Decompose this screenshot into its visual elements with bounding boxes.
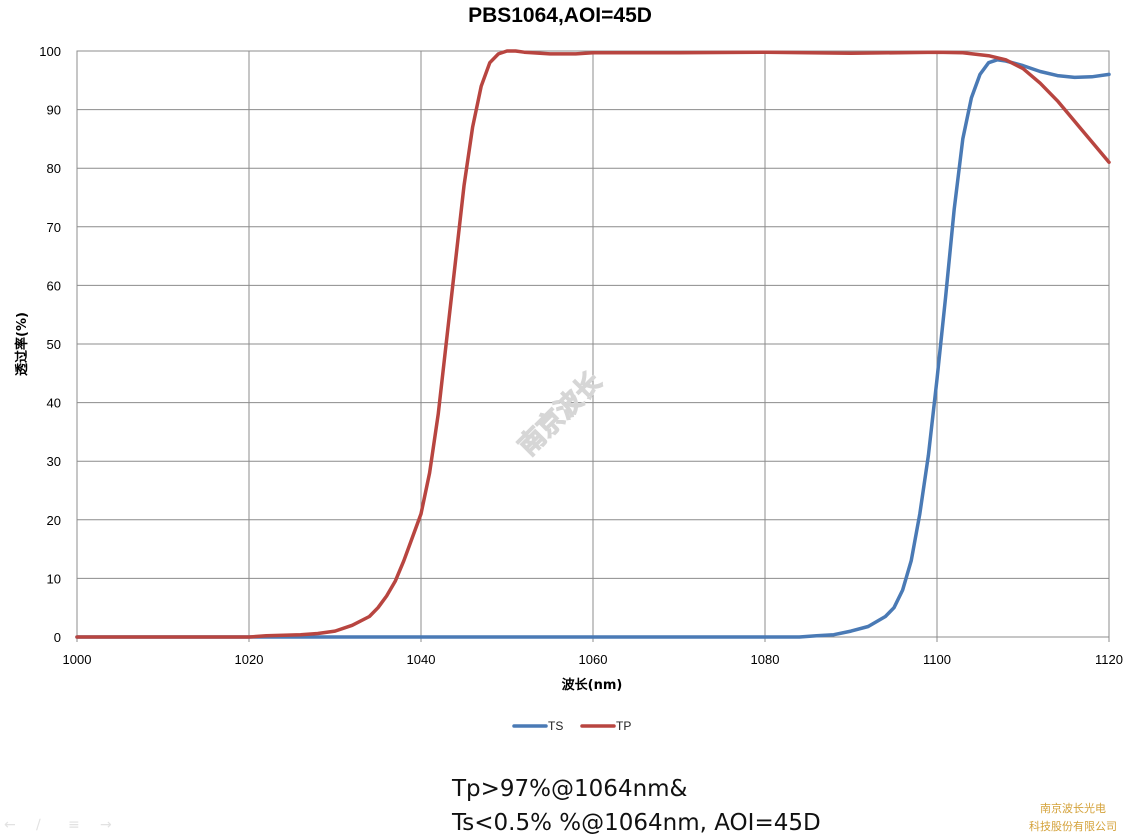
back-arrow-icon[interactable]: ← xyxy=(4,817,16,833)
legend-label-tp: TP xyxy=(616,719,631,733)
company-name: 南京波长光电 科技股份有限公司 xyxy=(1029,800,1117,836)
pen-icon[interactable]: ∕ xyxy=(36,817,41,833)
x-tick-label: 1040 xyxy=(407,652,436,667)
y-tick-label: 100 xyxy=(39,44,61,59)
forward-arrow-icon[interactable]: → xyxy=(100,817,112,833)
y-tick-labels: 0 10 20 30 40 50 60 70 80 90 100 xyxy=(39,44,61,645)
legend-label-ts: TS xyxy=(548,719,563,733)
series-line-tp xyxy=(75,49,1111,639)
slide-nav-controls[interactable]: ← ∕ ≡ → xyxy=(4,818,118,832)
y-tick-label: 30 xyxy=(47,454,61,469)
company-line-1: 南京波长光电 xyxy=(1040,802,1106,815)
spec-line-tp: Tp>97%@1064nm& xyxy=(452,776,688,802)
y-tick-label: 90 xyxy=(47,103,61,118)
spec-text: Tp>97%@1064nm& Ts<0.5% %@1064nm, AOI=45D xyxy=(452,772,821,840)
y-tick-label: 50 xyxy=(47,337,61,352)
menu-icon[interactable]: ≡ xyxy=(68,817,80,833)
y-tick-label: 0 xyxy=(54,630,61,645)
x-tick-label: 1060 xyxy=(579,652,608,667)
y-tick-label: 20 xyxy=(47,513,61,528)
watermark-text: 南京波长 xyxy=(512,366,608,462)
legend: TS TP xyxy=(512,719,631,733)
x-tick-label: 1020 xyxy=(235,652,264,667)
x-tick-labels: 1000 1020 1040 1060 1080 1100 1120 xyxy=(63,652,1123,667)
company-line-2: 科技股份有限公司 xyxy=(1029,820,1117,833)
y-tick-label: 60 xyxy=(47,278,61,293)
spec-line-ts: Ts<0.5% %@1064nm, AOI=45D xyxy=(452,810,821,836)
y-tick-label: 40 xyxy=(47,396,61,411)
y-tick-label: 70 xyxy=(47,220,61,235)
y-tick-label: 80 xyxy=(47,161,61,176)
series-lines xyxy=(75,49,1111,639)
grid-lines xyxy=(76,50,1110,642)
x-tick-label: 1000 xyxy=(63,652,92,667)
y-axis-label: 透过率(%) xyxy=(14,312,30,376)
x-tick-label: 1080 xyxy=(751,652,780,667)
x-tick-label: 1120 xyxy=(1095,652,1123,667)
chart-title: PBS1064,AOI=45D xyxy=(468,4,652,27)
series-line-ts xyxy=(75,58,1111,639)
y-tick-label: 10 xyxy=(47,571,61,586)
x-axis-label: 波长(nm) xyxy=(562,677,623,693)
x-tick-label: 1100 xyxy=(923,652,951,667)
